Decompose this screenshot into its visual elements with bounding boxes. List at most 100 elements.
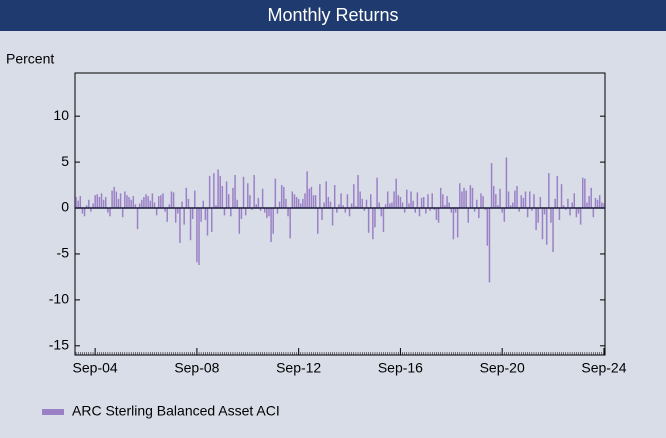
bar	[467, 208, 470, 223]
bar	[109, 208, 111, 217]
bar	[601, 202, 603, 209]
bar	[495, 194, 497, 209]
bar	[247, 183, 249, 209]
bar	[202, 200, 205, 209]
bar	[448, 202, 450, 209]
bar	[397, 195, 400, 209]
bar	[183, 208, 185, 225]
bar	[429, 208, 431, 211]
y-tick-label: 5	[61, 153, 69, 169]
bar	[520, 195, 523, 209]
bar	[410, 191, 412, 209]
bar	[321, 208, 323, 220]
bar	[304, 193, 306, 209]
bar	[240, 208, 243, 220]
bar	[524, 191, 527, 209]
bar	[289, 208, 291, 239]
bar	[588, 196, 590, 209]
y-tick-label: -15	[49, 337, 69, 353]
bar	[310, 186, 313, 209]
bar	[359, 191, 361, 209]
bar	[497, 205, 499, 209]
bar	[584, 178, 586, 209]
bar	[141, 199, 143, 209]
bar	[406, 189, 408, 209]
bar	[518, 208, 520, 212]
bar	[323, 202, 325, 209]
bar	[227, 194, 230, 209]
bar	[361, 198, 364, 209]
bar	[450, 208, 453, 213]
bar	[312, 195, 315, 209]
bar	[104, 197, 107, 209]
bar	[562, 205, 565, 209]
bar	[187, 198, 190, 209]
bar	[509, 205, 512, 209]
bar	[98, 197, 101, 209]
chart-title: Monthly Returns	[267, 5, 398, 25]
bar	[217, 169, 219, 209]
bar	[537, 208, 539, 223]
x-tick-label: Sep-08	[174, 360, 219, 376]
bar	[253, 174, 255, 209]
y-tick-label: -5	[57, 245, 70, 261]
bar	[121, 208, 124, 218]
bar	[238, 208, 241, 234]
bar	[422, 197, 425, 209]
bar	[403, 208, 406, 213]
bar	[283, 186, 285, 209]
bar	[189, 208, 192, 241]
bar	[408, 203, 410, 209]
bar	[346, 194, 349, 209]
bar	[276, 208, 279, 214]
bar	[263, 208, 266, 213]
bar	[365, 199, 368, 209]
bar	[293, 194, 296, 209]
bar	[206, 208, 209, 236]
bar	[412, 200, 414, 209]
y-tick-label: 10	[53, 107, 69, 123]
bar	[596, 199, 599, 209]
bar	[507, 191, 510, 209]
bar	[558, 208, 561, 220]
bar	[380, 208, 383, 217]
bar	[94, 195, 96, 209]
bar	[444, 205, 446, 209]
bar	[234, 174, 236, 209]
bar	[278, 201, 281, 209]
bar	[598, 195, 601, 209]
bar	[308, 188, 311, 209]
bar	[567, 198, 569, 209]
y-axis-label: Percent	[6, 51, 54, 67]
bar	[501, 208, 503, 213]
title-bar	[0, 0, 666, 31]
bar	[579, 208, 582, 225]
bar	[130, 199, 132, 209]
bar	[200, 208, 202, 222]
plot-area	[74, 72, 606, 356]
bar	[111, 190, 113, 209]
bar	[177, 208, 179, 214]
bar	[77, 200, 79, 209]
bar	[452, 208, 455, 240]
bar	[223, 208, 226, 216]
bar	[215, 205, 217, 209]
bar	[374, 208, 376, 228]
bar	[569, 208, 571, 216]
bar	[367, 208, 370, 233]
bar	[90, 208, 92, 212]
bar	[172, 192, 175, 209]
bar	[340, 193, 342, 209]
bar	[75, 197, 77, 209]
bar	[456, 208, 459, 238]
bar	[261, 188, 264, 209]
bar	[107, 208, 109, 213]
bar	[251, 208, 253, 210]
bar	[151, 193, 154, 209]
bar	[533, 194, 535, 209]
bar	[539, 197, 542, 209]
bar	[486, 208, 489, 246]
bar	[155, 208, 158, 216]
bar	[81, 208, 84, 214]
bar	[85, 205, 88, 209]
